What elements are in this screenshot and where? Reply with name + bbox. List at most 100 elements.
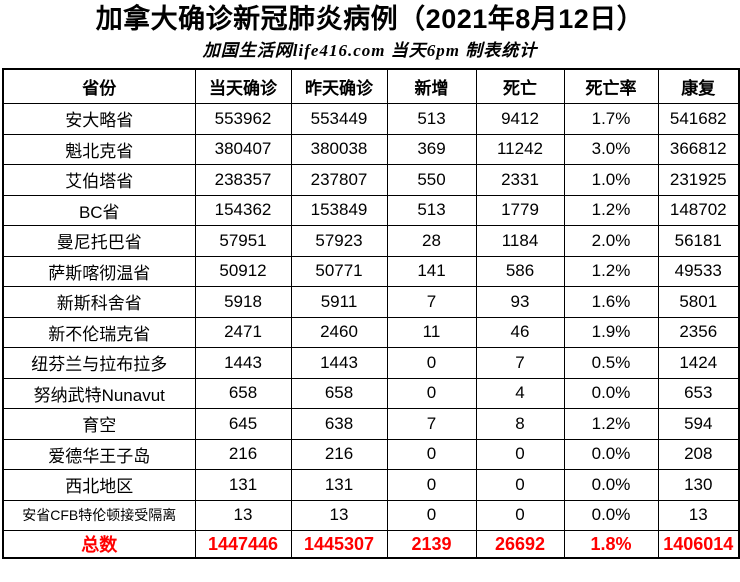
- province-cell: 爱德华王子岛: [2, 438, 196, 470]
- table-header-row: 省份 当天确诊 昨天确诊 新增 死亡 死亡率 康复: [2, 68, 740, 104]
- value-cell: 131: [194, 469, 292, 501]
- value-cell: 1779: [475, 194, 565, 226]
- column-header-yesterday-confirmed: 昨天确诊: [290, 68, 388, 104]
- value-cell: 1.2%: [563, 194, 659, 226]
- value-cell: 57923: [290, 225, 388, 257]
- value-cell: 2460: [290, 316, 388, 348]
- value-cell: 2.0%: [563, 225, 659, 257]
- province-cell: 努纳武特Nunavut: [2, 377, 196, 409]
- value-cell: 7: [386, 408, 477, 440]
- value-cell: 1.7%: [563, 103, 659, 135]
- province-cell: 曼尼托巴省: [2, 225, 196, 257]
- total-death-rate: 1.8%: [563, 530, 659, 559]
- value-cell: 2356: [657, 316, 740, 348]
- value-cell: 3.0%: [563, 133, 659, 165]
- value-cell: 13: [657, 499, 740, 531]
- province-cell: 西北地区: [2, 469, 196, 501]
- value-cell: 380038: [290, 133, 388, 165]
- value-cell: 2471: [194, 316, 292, 348]
- total-row: 总数 1447446 1445307 2139 26692 1.8% 14060…: [2, 530, 740, 559]
- value-cell: 1.2%: [563, 255, 659, 287]
- value-cell: 49533: [657, 255, 740, 287]
- value-cell: 0: [475, 469, 565, 501]
- table-body: 安大略省 553962 553449 513 9412 1.7% 541682 魁北克省 380…: [2, 103, 740, 531]
- value-cell: 0.0%: [563, 377, 659, 409]
- value-cell: 7: [475, 347, 565, 379]
- value-cell: 46: [475, 316, 565, 348]
- value-cell: 153849: [290, 194, 388, 226]
- page-subtitle: 加国生活网life416.com 当天6pm 制表统计: [202, 41, 538, 60]
- table-row: 新斯科舍省 5918 5911 7 93 1.6% 5801: [2, 286, 740, 318]
- total-label: 总数: [2, 530, 196, 559]
- value-cell: 586: [475, 255, 565, 287]
- value-cell: 0: [475, 438, 565, 470]
- value-cell: 238357: [194, 164, 292, 196]
- table-row: 安大略省 553962 553449 513 9412 1.7% 541682: [2, 103, 740, 135]
- column-header-new-cases: 新增: [386, 68, 477, 104]
- value-cell: 93: [475, 286, 565, 318]
- value-cell: 231925: [657, 164, 740, 196]
- column-header-recovered: 康复: [657, 68, 740, 104]
- table-row: 西北地区 131 131 0 0 0.0% 130: [2, 469, 740, 501]
- value-cell: 1.2%: [563, 408, 659, 440]
- table-row: 安省CFB特伦顿接受隔离 13 13 0 0 0.0% 13: [2, 499, 740, 531]
- value-cell: 0.0%: [563, 469, 659, 501]
- province-cell: 新斯科舍省: [2, 286, 196, 318]
- value-cell: 154362: [194, 194, 292, 226]
- value-cell: 9412: [475, 103, 565, 135]
- province-cell: 新不伦瑞克省: [2, 316, 196, 348]
- value-cell: 0: [386, 438, 477, 470]
- value-cell: 658: [290, 377, 388, 409]
- value-cell: 594: [657, 408, 740, 440]
- table-row: 魁北克省 380407 380038 369 11242 3.0% 366812: [2, 133, 740, 165]
- total-deaths: 26692: [475, 530, 565, 559]
- value-cell: 11242: [475, 133, 565, 165]
- value-cell: 380407: [194, 133, 292, 165]
- table-row: 萨斯喀彻温省 50912 50771 141 586 1.2% 49533: [2, 255, 740, 287]
- value-cell: 638: [290, 408, 388, 440]
- value-cell: 1.6%: [563, 286, 659, 318]
- value-cell: 0: [386, 347, 477, 379]
- table-row: 努纳武特Nunavut 658 658 0 4 0.0% 653: [2, 377, 740, 409]
- value-cell: 1443: [194, 347, 292, 379]
- value-cell: 550: [386, 164, 477, 196]
- province-cell: 育空: [2, 408, 196, 440]
- value-cell: 553962: [194, 103, 292, 135]
- province-cell: 安大略省: [2, 103, 196, 135]
- column-header-province: 省份: [2, 68, 196, 104]
- value-cell: 141: [386, 255, 477, 287]
- table-row: 纽芬兰与拉布拉多 1443 1443 0 7 0.5% 1424: [2, 347, 740, 379]
- value-cell: 131: [290, 469, 388, 501]
- table-row: 艾伯塔省 238357 237807 550 2331 1.0% 231925: [2, 164, 740, 196]
- value-cell: 0.0%: [563, 438, 659, 470]
- value-cell: 0.0%: [563, 499, 659, 531]
- value-cell: 658: [194, 377, 292, 409]
- value-cell: 208: [657, 438, 740, 470]
- value-cell: 56181: [657, 225, 740, 257]
- value-cell: 237807: [290, 164, 388, 196]
- value-cell: 5911: [290, 286, 388, 318]
- province-cell: 艾伯塔省: [2, 164, 196, 196]
- column-header-deaths: 死亡: [475, 68, 565, 104]
- table-row: 爱德华王子岛 216 216 0 0 0.0% 208: [2, 438, 740, 470]
- value-cell: 0: [386, 499, 477, 531]
- province-cell: 纽芬兰与拉布拉多: [2, 347, 196, 379]
- table-row: 曼尼托巴省 57951 57923 28 1184 2.0% 56181: [2, 225, 740, 257]
- value-cell: 369: [386, 133, 477, 165]
- table-row: BC省 154362 153849 513 1779 1.2% 148702: [2, 194, 740, 226]
- table-row: 新不伦瑞克省 2471 2460 11 46 1.9% 2356: [2, 316, 740, 348]
- value-cell: 541682: [657, 103, 740, 135]
- value-cell: 148702: [657, 194, 740, 226]
- page-title: 加拿大确诊新冠肺炎病例（2021年8月12日）: [95, 4, 645, 34]
- value-cell: 366812: [657, 133, 740, 165]
- province-cell: 安省CFB特伦顿接受隔离: [2, 499, 196, 531]
- province-cell: 萨斯喀彻温省: [2, 255, 196, 287]
- province-cell: 魁北克省: [2, 133, 196, 165]
- value-cell: 50912: [194, 255, 292, 287]
- value-cell: 553449: [290, 103, 388, 135]
- value-cell: 50771: [290, 255, 388, 287]
- value-cell: 13: [194, 499, 292, 531]
- column-header-today-confirmed: 当天确诊: [194, 68, 292, 104]
- value-cell: 1.0%: [563, 164, 659, 196]
- value-cell: 216: [290, 438, 388, 470]
